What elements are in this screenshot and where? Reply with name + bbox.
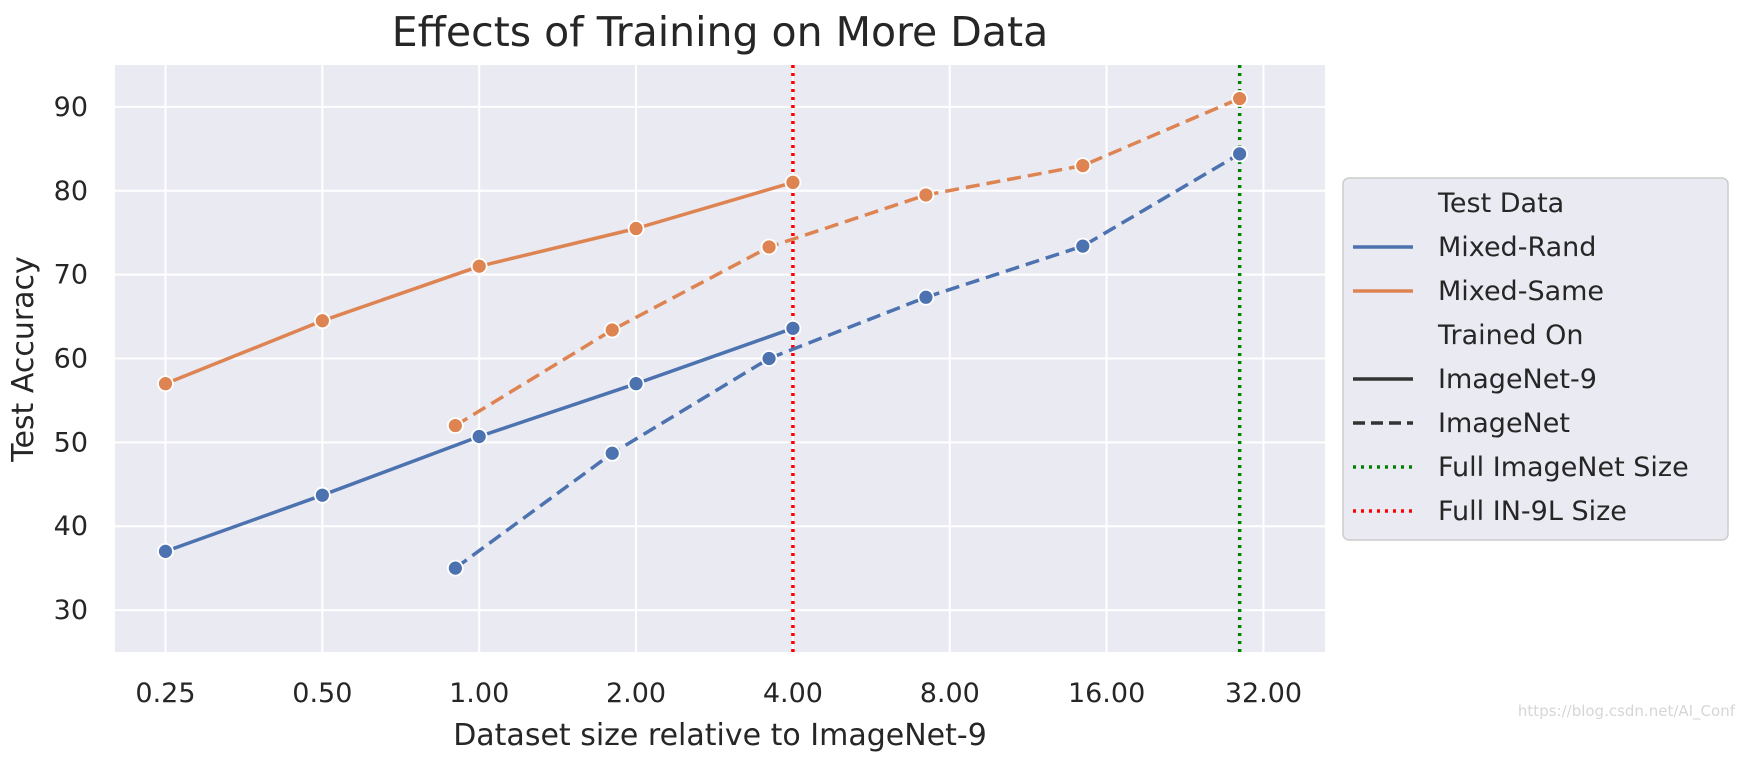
legend-label: Full ImageNet Size bbox=[1438, 452, 1689, 483]
watermark-text: https://blog.csdn.net/AI_Conf bbox=[1518, 702, 1736, 721]
data-point bbox=[313, 486, 331, 504]
x-tick-label: 2.00 bbox=[606, 678, 666, 709]
data-point bbox=[627, 375, 645, 393]
legend-label: ImageNet-9 bbox=[1438, 364, 1597, 395]
y-tick-label: 70 bbox=[54, 260, 88, 291]
x-axis-ticks: 0.25 0.50 1.00 2.00 4.00 8.00 16.00 32.00 bbox=[135, 678, 1302, 709]
x-axis-label: Dataset size relative to ImageNet-9 bbox=[453, 718, 987, 753]
x-tick-label: 0.25 bbox=[135, 678, 195, 709]
legend-label: Mixed-Rand bbox=[1438, 232, 1596, 263]
data-point bbox=[157, 542, 174, 560]
legend-header: Test Data bbox=[1437, 188, 1564, 219]
data-point bbox=[760, 238, 778, 256]
data-point bbox=[157, 375, 174, 393]
data-point bbox=[446, 559, 464, 577]
x-tick-label: 1.00 bbox=[449, 678, 509, 709]
series-line-mixed-rand-imagenet bbox=[454, 152, 1241, 570]
series-markers bbox=[157, 90, 1249, 577]
data-point bbox=[784, 319, 802, 337]
y-tick-label: 50 bbox=[54, 427, 88, 458]
series-line-mixed-same-imagenet bbox=[454, 96, 1241, 428]
x-tick-label: 32.00 bbox=[1225, 678, 1302, 709]
legend-box bbox=[1342, 177, 1729, 541]
y-axis-ticks: 30 40 50 60 70 80 90 bbox=[54, 92, 88, 626]
x-tick-label: 0.50 bbox=[292, 678, 352, 709]
x-tick-label: 16.00 bbox=[1068, 678, 1145, 709]
y-tick-label: 40 bbox=[54, 511, 88, 542]
data-point bbox=[470, 257, 488, 275]
legend-label: Mixed-Same bbox=[1438, 276, 1604, 307]
data-point bbox=[1074, 157, 1092, 175]
x-tick-label: 8.00 bbox=[920, 678, 980, 709]
legend-label: Full IN-9L Size bbox=[1438, 496, 1627, 527]
y-tick-label: 30 bbox=[54, 595, 88, 626]
legend-label: ImageNet bbox=[1438, 408, 1570, 439]
data-point bbox=[1231, 90, 1249, 107]
reference-lines bbox=[791, 65, 1242, 652]
y-tick-label: 60 bbox=[54, 344, 88, 375]
data-point bbox=[784, 173, 802, 191]
x-tick-label: 4.00 bbox=[763, 678, 823, 709]
legend-header: Trained On bbox=[1437, 320, 1583, 351]
data-point bbox=[917, 186, 935, 204]
y-axis-label: Test Accuracy bbox=[6, 256, 41, 463]
data-point bbox=[446, 417, 464, 434]
data-point bbox=[603, 321, 621, 339]
legend: Test Data Mixed-Rand Mixed-Same Trained On I… bbox=[1342, 177, 1729, 541]
data-point bbox=[627, 220, 645, 237]
data-point bbox=[917, 288, 935, 306]
chart-title: Effects of Training on More Data bbox=[392, 8, 1048, 56]
data-point bbox=[470, 428, 488, 445]
data-point bbox=[1074, 237, 1092, 255]
data-point bbox=[760, 350, 778, 367]
data-point bbox=[603, 444, 621, 462]
y-tick-label: 80 bbox=[54, 176, 88, 207]
grid-lines bbox=[115, 65, 1325, 652]
data-point bbox=[1231, 145, 1249, 163]
y-tick-label: 90 bbox=[54, 92, 88, 123]
data-point bbox=[313, 312, 331, 330]
